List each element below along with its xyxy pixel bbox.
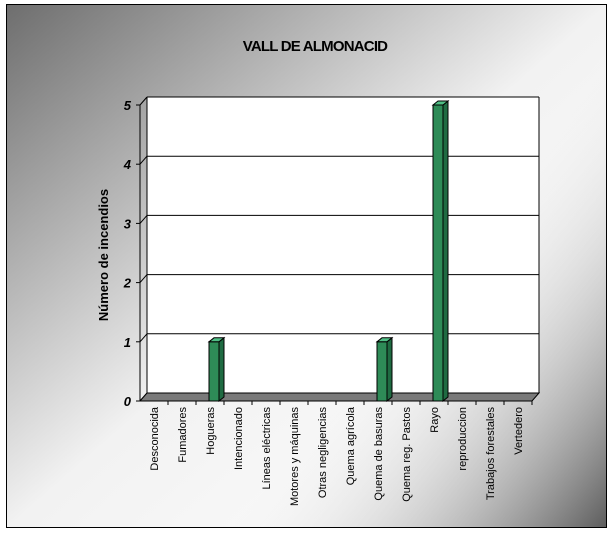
x-tick-label: Líneas eléctricas (261, 407, 273, 490)
y-tick-label: 4 (123, 157, 132, 172)
x-tick-label: Rayo (429, 407, 441, 433)
y-tick-labels: 0 1 2 3 4 5 (123, 98, 132, 409)
bar-side (442, 99, 449, 403)
bar-front (376, 341, 388, 402)
bar (431, 99, 450, 403)
x-tick-label: Motores y máquinas (289, 407, 301, 507)
chart-floor (138, 392, 541, 402)
x-tick-label: Quema reg. Pastos (401, 407, 413, 502)
x-tick-label: Quema agrícola (345, 406, 357, 485)
x-tick-label: Fumadores (177, 407, 189, 463)
bar-side (218, 336, 225, 403)
chart-title: VALL DE ALMONACID (243, 38, 388, 55)
y-tick-label: 3 (124, 216, 132, 231)
y-tick-label: 1 (124, 335, 131, 350)
plot-area (147, 97, 539, 393)
y-tick-label: 2 (123, 276, 132, 291)
x-tick-label: Intencionado (233, 407, 245, 470)
chart-frame: 0 1 2 3 4 5 Desconocida Fumadores Hogueras Inten… (6, 4, 607, 528)
y-tick-diagonal (139, 155, 148, 165)
bar-front (208, 341, 220, 402)
bars (207, 99, 450, 403)
y-tick-diagonal (139, 274, 148, 283)
bar (207, 336, 226, 403)
bar-top (375, 337, 394, 343)
x-tick-label: Desconocida (149, 406, 161, 470)
x-tick-label: Vertedero (513, 407, 525, 455)
bar-front (432, 104, 444, 402)
x-tick-label: Otras negligencias (317, 407, 329, 499)
bar-top (207, 337, 226, 343)
x-tick-labels: Desconocida Fumadores Hogueras Intencionado… (149, 406, 525, 506)
bar-top (431, 100, 450, 106)
bar (375, 336, 394, 403)
x-tick-label: reproduccion (457, 407, 469, 471)
y-axis-label: Número de incendios (96, 189, 111, 321)
y-tick-diagonal (139, 333, 148, 343)
chart-area: 0 1 2 3 4 5 Desconocida Fumadores Hogueras Inten… (7, 5, 606, 527)
x-tick-label: Quema de basuras (373, 407, 385, 501)
y-tick-diagonal (139, 96, 148, 106)
y-tick-diagonal (139, 215, 148, 224)
x-tick-label: Hogueras (205, 407, 217, 455)
y-tick-label: 0 (124, 394, 132, 409)
bar-side (386, 336, 393, 403)
y-tick-label: 5 (124, 98, 132, 113)
x-tick-label: Trabajos forestales (485, 407, 497, 501)
